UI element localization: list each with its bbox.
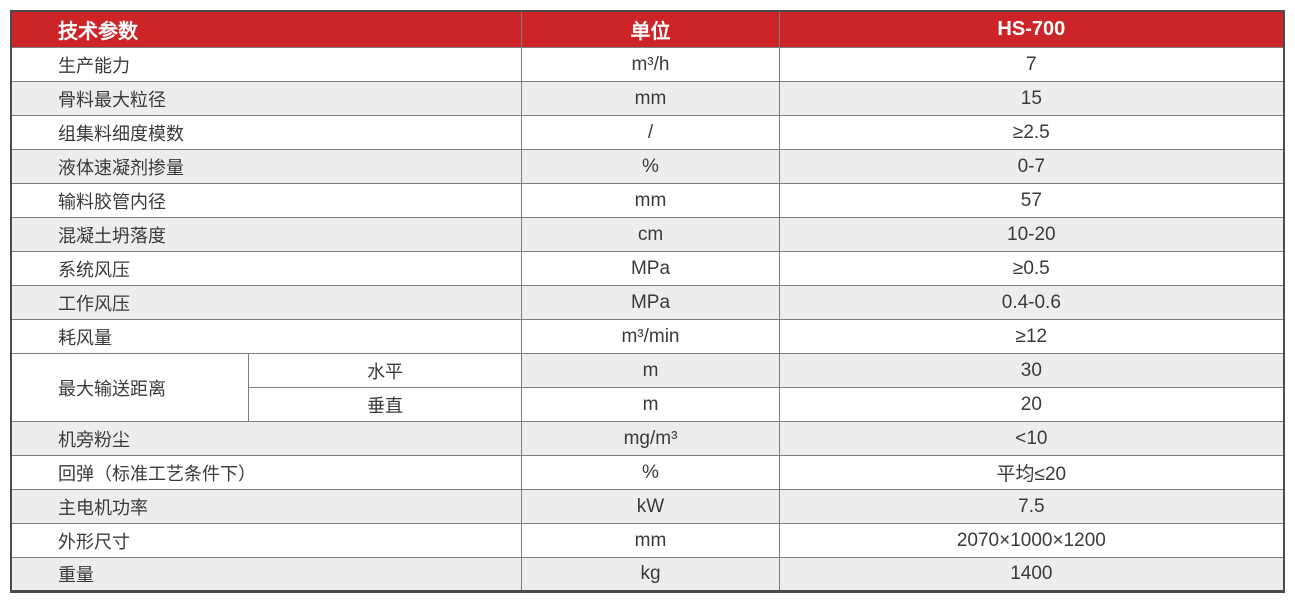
table-row: 外形尺寸 mm 2070×1000×1200: [10, 523, 1285, 558]
value-cell: 10-20: [778, 217, 1285, 252]
param-cell: 系统风压: [10, 251, 523, 286]
table-row: 主电机功率 kW 7.5: [10, 489, 1285, 524]
table-row: 工作风压 MPa 0.4-0.6: [10, 285, 1285, 320]
param-cell: 混凝土坍落度: [10, 217, 523, 252]
unit-cell: MPa: [521, 285, 780, 320]
unit-cell: cm: [521, 217, 780, 252]
table-row: 最大输送距离 水平 m 30: [10, 353, 1285, 422]
value-cell: 7: [778, 47, 1285, 82]
table-row: 液体速凝剂掺量 % 0-7: [10, 149, 1285, 184]
header-param: 技术参数: [10, 10, 523, 48]
table-row: 系统风压 MPa ≥0.5: [10, 251, 1285, 286]
header-unit: 单位: [521, 10, 780, 48]
table-row: 耗风量 m³/min ≥12: [10, 319, 1285, 354]
param-cell: 回弹（标准工艺条件下）: [10, 455, 523, 490]
unit-cell: m: [521, 353, 780, 388]
unit-cell: %: [521, 455, 780, 490]
param-cell: 工作风压: [10, 285, 523, 320]
param-cell: 外形尺寸: [10, 523, 523, 558]
table-row: 骨料最大粒径 mm 15: [10, 81, 1285, 116]
value-cell: 0.4-0.6: [778, 285, 1285, 320]
value-cell: ≥2.5: [778, 115, 1285, 150]
table-row: 生产能力 m³/h 7: [10, 47, 1285, 82]
param-cell: 生产能力: [10, 47, 523, 82]
unit-cell: MPa: [521, 251, 780, 286]
spec-table: 技术参数 单位 HS-700 生产能力 m³/h 7 骨料最大粒径 mm 15 …: [10, 10, 1285, 593]
unit-cell: m³/h: [521, 47, 780, 82]
value-cell: 30: [778, 353, 1285, 388]
value-cell: ≥0.5: [778, 251, 1285, 286]
unit-cell: %: [521, 149, 780, 184]
unit-cell: m³/min: [521, 319, 780, 354]
value-cell: 0-7: [778, 149, 1285, 184]
table-row: 回弹（标准工艺条件下） % 平均≤20: [10, 455, 1285, 490]
table-row: 输料胶管内径 mm 57: [10, 183, 1285, 218]
param-cell: 机旁粉尘: [10, 421, 523, 456]
table-row: 重量 kg 1400: [10, 557, 1285, 592]
unit-cell: m: [521, 387, 780, 422]
table-row: 垂直 m 20: [11, 387, 1285, 422]
unit-cell: kW: [521, 489, 780, 524]
value-cell: 2070×1000×1200: [778, 523, 1285, 558]
unit-cell: mm: [521, 81, 780, 116]
unit-cell: mm: [521, 183, 780, 218]
param-cell: 组集料细度模数: [10, 115, 523, 150]
param-cell: 骨料最大粒径: [10, 81, 523, 116]
header-model: HS-700: [778, 10, 1285, 48]
unit-cell: /: [521, 115, 780, 150]
unit-cell: mg/m³: [521, 421, 780, 456]
param-cell-merged: 最大输送距离: [10, 353, 249, 422]
value-cell: 7.5: [778, 489, 1285, 524]
sub-param-cell: 水平: [247, 353, 523, 388]
value-cell: 20: [778, 387, 1285, 422]
unit-cell: mm: [521, 523, 780, 558]
value-cell: 15: [778, 81, 1285, 116]
value-cell: 平均≤20: [778, 455, 1285, 490]
table-row: 组集料细度模数 / ≥2.5: [10, 115, 1285, 150]
value-cell: 1400: [778, 557, 1285, 592]
param-cell: 重量: [10, 557, 523, 592]
param-cell: 耗风量: [10, 319, 523, 354]
sub-param-cell: 垂直: [247, 387, 523, 422]
value-cell: <10: [778, 421, 1285, 456]
value-cell: 57: [778, 183, 1285, 218]
value-cell: ≥12: [778, 319, 1285, 354]
table-header-row: 技术参数 单位 HS-700: [10, 10, 1285, 48]
param-cell: 输料胶管内径: [10, 183, 523, 218]
param-cell: 主电机功率: [10, 489, 523, 524]
table-row: 混凝土坍落度 cm 10-20: [10, 217, 1285, 252]
param-cell: 液体速凝剂掺量: [10, 149, 523, 184]
table-row: 机旁粉尘 mg/m³ <10: [10, 421, 1285, 456]
unit-cell: kg: [521, 557, 780, 592]
